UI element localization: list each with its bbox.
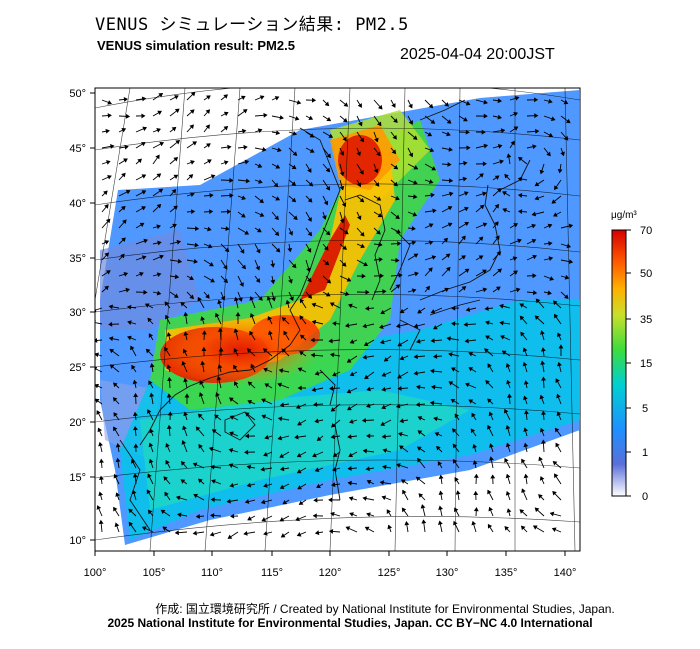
colorbar-label-0: 0 bbox=[642, 491, 648, 503]
lat-label-45: 45° bbox=[69, 143, 86, 155]
pm25-concentration-field bbox=[95, 88, 580, 551]
lon-label-120: 120° bbox=[319, 567, 342, 579]
axis-ticks bbox=[90, 92, 566, 556]
lat-label-20: 20° bbox=[69, 417, 86, 429]
lon-label-125: 125° bbox=[378, 567, 401, 579]
lat-label-25: 25° bbox=[69, 362, 86, 374]
lon-label-135: 135° bbox=[495, 567, 518, 579]
colorbar-label-50: 50 bbox=[640, 268, 652, 280]
forecast-timestamp: 2025-04-04 20:00JST bbox=[400, 46, 555, 63]
lon-label-100: 100° bbox=[84, 567, 107, 579]
graticule bbox=[95, 88, 580, 551]
colorbar-label-70: 70 bbox=[640, 225, 652, 237]
latitude-labels: 50° 45° 40° 35° 30° 25° 20° 15° 10° bbox=[69, 88, 86, 547]
lat-label-15: 15° bbox=[69, 472, 86, 484]
coastlines bbox=[119, 99, 531, 531]
map-title-japanese: VENUS シミュレーション結果: PM2.5 bbox=[95, 15, 409, 35]
colorbar-label-5: 5 bbox=[642, 403, 648, 415]
colorbar-label-15: 15 bbox=[640, 358, 652, 370]
colorbar-ticks bbox=[626, 229, 631, 497]
lon-label-110: 110° bbox=[201, 567, 223, 579]
credit-japanese: 作成: 国立環境研究所 / Created by National Instit… bbox=[155, 602, 615, 616]
lat-label-40: 40° bbox=[69, 198, 86, 210]
lon-label-140: 140° bbox=[554, 567, 577, 579]
wind-vectors bbox=[95, 91, 574, 539]
lon-label-105: 105° bbox=[143, 567, 166, 579]
credit-english: 2025 National Institute for Environmenta… bbox=[107, 616, 593, 630]
longitude-labels: 100° 105° 110° 115° 120° 125° 130° 135° … bbox=[84, 567, 577, 579]
lon-label-115: 115° bbox=[261, 567, 283, 579]
lat-label-50: 50° bbox=[69, 88, 86, 100]
lon-label-130: 130° bbox=[436, 567, 459, 579]
lat-label-30: 30° bbox=[69, 307, 86, 319]
colorbar-labels: 70 50 35 15 5 1 0 bbox=[640, 225, 652, 503]
lat-label-10: 10° bbox=[69, 535, 86, 547]
colorbar-label-35: 35 bbox=[640, 314, 652, 326]
colorbar-unit-label: μg/m³ bbox=[611, 210, 637, 221]
colorbar-label-1: 1 bbox=[642, 447, 648, 459]
colorbar bbox=[611, 229, 627, 497]
map-title-english: VENUS simulation result: PM2.5 bbox=[97, 38, 295, 53]
lat-label-35: 35° bbox=[69, 253, 86, 265]
